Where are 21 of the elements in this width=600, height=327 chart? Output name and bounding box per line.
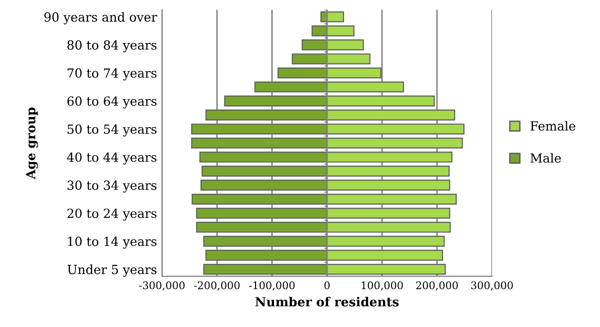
x-tick-label: -300,000: [139, 281, 185, 291]
x-tick-label: -100,000: [249, 281, 295, 291]
y-tick-label: 50 to 54 years: [68, 124, 156, 136]
y-axis-title: Age group: [26, 107, 38, 180]
legend-label: Female: [530, 120, 576, 131]
y-tick-label: 40 to 44 years: [66, 152, 156, 165]
y-tick-label: 70 to 74 years: [68, 68, 156, 80]
y-tick-label: 20 to 24 years: [67, 208, 156, 221]
x-tick-label: -200,000: [194, 281, 240, 291]
legend-label: Male: [530, 153, 561, 163]
y-tick-label: 10 to 14 years: [68, 236, 156, 249]
x-tick-label: 200,000: [416, 281, 458, 291]
x-tick-label: 100,000: [362, 281, 403, 291]
x-axis-title: Number of residents: [255, 296, 399, 306]
y-tick-label: Under 5 years: [68, 264, 156, 277]
x-tick-label: 0: [324, 281, 330, 290]
y-tick-label: 80 to 84 years: [67, 40, 156, 52]
x-tick-label: 300,000: [471, 281, 513, 291]
y-tick-label: 60 to 64 years: [67, 96, 156, 108]
y-tick-label: 90 years and over: [44, 12, 158, 24]
y-tick-label: 30 to 34 years: [68, 180, 156, 193]
